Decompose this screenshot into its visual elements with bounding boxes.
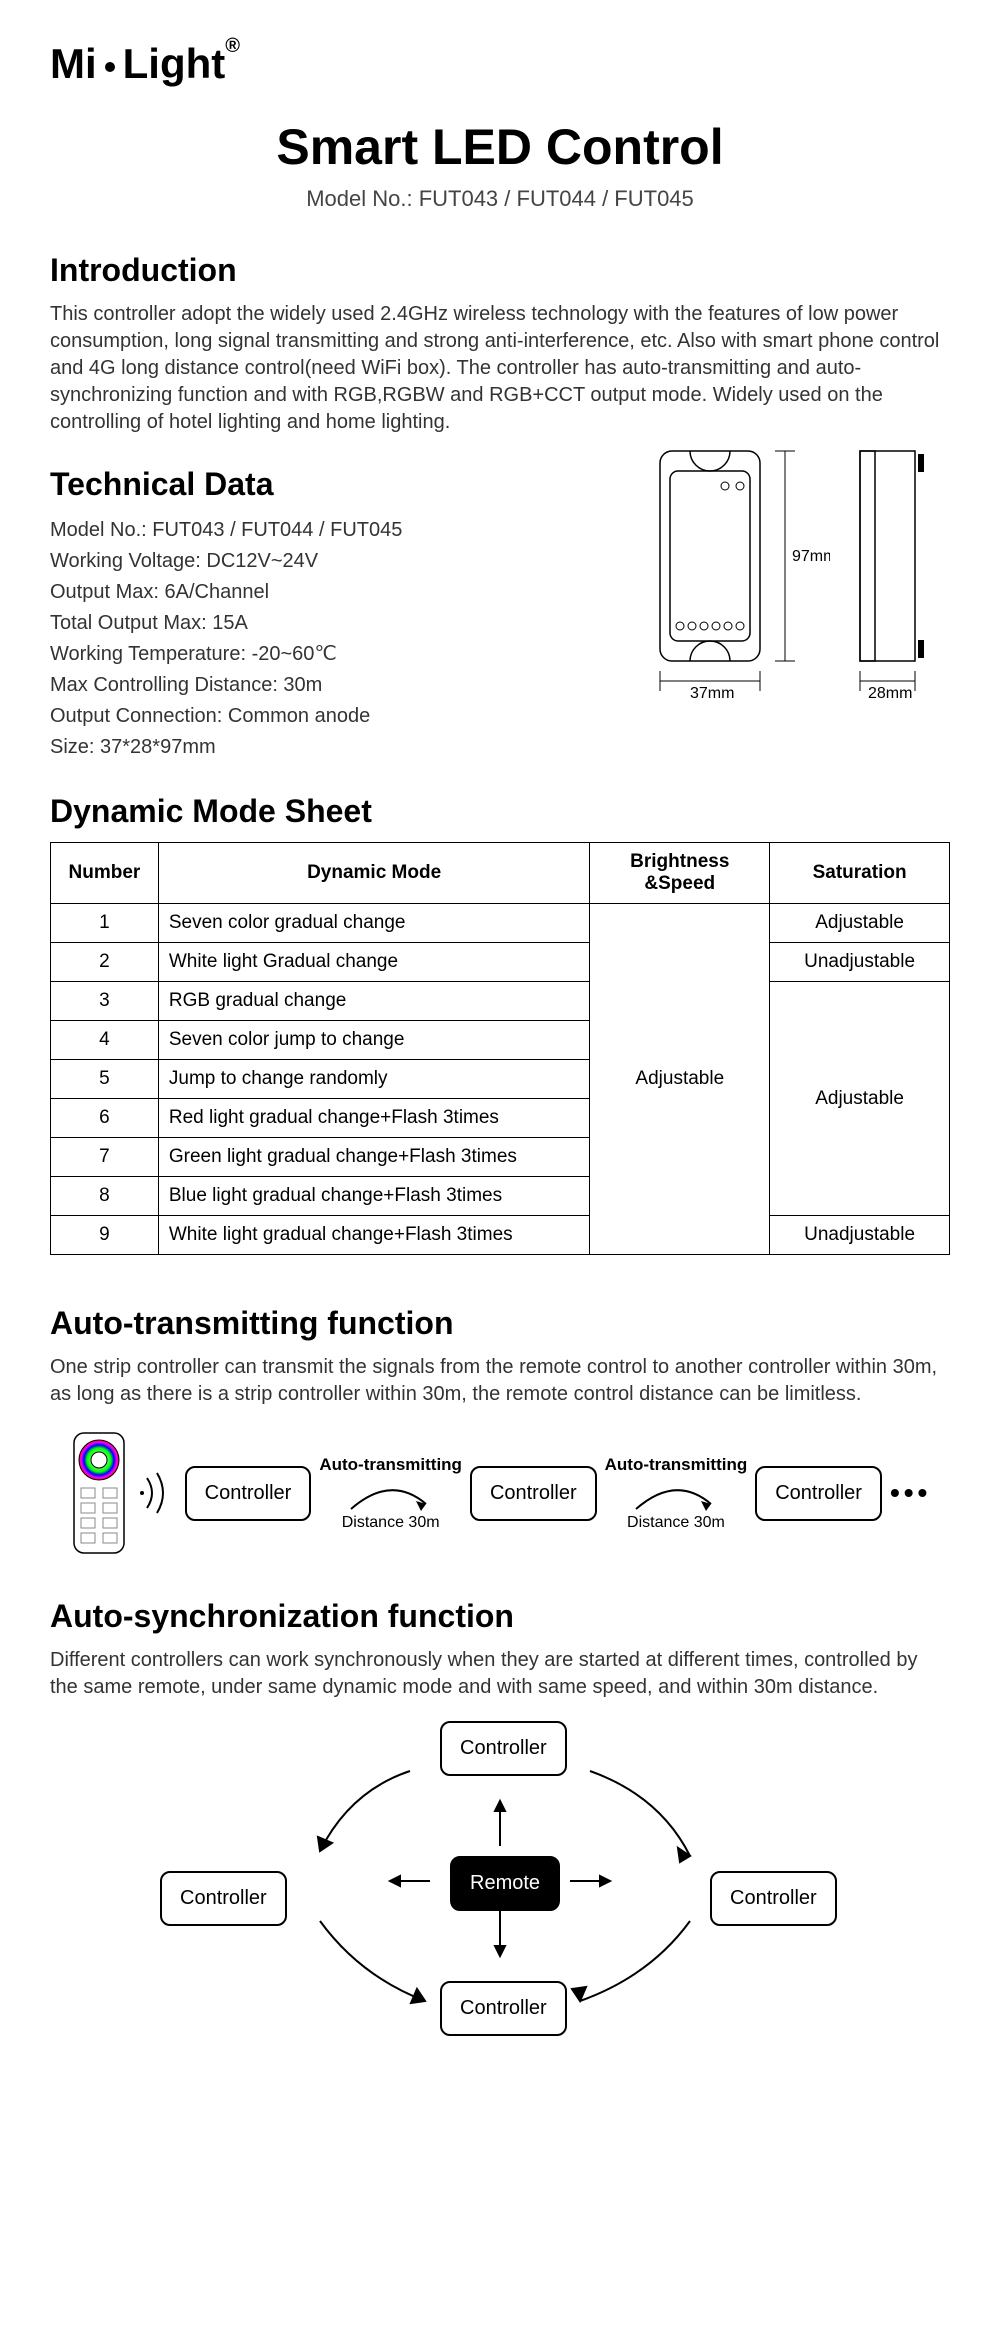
curved-arrow-icon <box>341 1479 441 1514</box>
table-row: 1Seven color gradual changeAdjustableAdj… <box>51 904 950 943</box>
tech-line: Output Max: 6A/Channel <box>50 577 610 607</box>
dimension-diagrams: 97mm 37mm 28mm <box>630 436 950 706</box>
brand-logo: MiLight® <box>50 40 240 88</box>
autosync-text: Different controllers can work synchrono… <box>50 1647 950 1701</box>
logo-part1: Mi <box>50 40 97 87</box>
controller-box: Controller <box>440 1981 567 2036</box>
ellipsis-icon: ••• <box>890 1477 931 1509</box>
col-saturation: Saturation <box>770 843 950 904</box>
page-title: Smart LED Control <box>50 118 950 176</box>
distance-label: Distance 30m <box>627 1514 725 1532</box>
dim-height: 97mm <box>792 548 830 565</box>
remote-box: Remote <box>450 1856 560 1911</box>
registered-icon: ® <box>225 35 240 57</box>
controller-box: Controller <box>185 1466 312 1521</box>
autotransmit-heading: Auto-transmitting function <box>50 1305 950 1342</box>
tech-line: Model No.: FUT043 / FUT044 / FUT045 <box>50 515 610 545</box>
intro-text: This controller adopt the widely used 2.… <box>50 301 950 436</box>
remote-icon <box>69 1428 129 1558</box>
logo-part2: Light <box>123 40 226 87</box>
tech-line: Max Controlling Distance: 30m <box>50 670 610 700</box>
dim-width: 37mm <box>690 685 734 702</box>
controller-box: Controller <box>160 1871 287 1926</box>
controller-box: Controller <box>710 1871 837 1926</box>
distance-label: Distance 30m <box>342 1514 440 1532</box>
tech-line: Working Temperature: -20~60℃ <box>50 639 610 669</box>
curved-arrow-icon <box>626 1479 726 1514</box>
tech-line: Working Voltage: DC12V~24V <box>50 546 610 576</box>
intro-heading: Introduction <box>50 252 950 289</box>
tech-data-list: Model No.: FUT043 / FUT044 / FUT045 Work… <box>50 515 610 762</box>
auto-label: Auto-transmitting <box>605 1455 748 1475</box>
logo-dot-icon <box>105 62 115 72</box>
device-front-diagram: 97mm 37mm <box>630 436 830 706</box>
controller-box: Controller <box>440 1721 567 1776</box>
table-row: 2White light Gradual changeUnadjustable <box>51 943 950 982</box>
col-mode: Dynamic Mode <box>158 843 590 904</box>
tech-heading: Technical Data <box>50 466 610 503</box>
controller-box: Controller <box>755 1466 882 1521</box>
signal-icon <box>137 1468 177 1518</box>
transmit-diagram: Controller Auto-transmitting Distance 30… <box>50 1428 950 1558</box>
tech-line: Total Output Max: 15A <box>50 608 610 638</box>
tech-line: Size: 37*28*97mm <box>50 732 610 762</box>
autosync-heading: Auto-synchronization function <box>50 1598 950 1635</box>
dynamic-mode-table: Number Dynamic Mode Brightness &Speed Sa… <box>50 842 950 1255</box>
tech-line: Output Connection: Common anode <box>50 701 610 731</box>
sync-diagram: Controller Controller Controller Control… <box>150 1721 850 2041</box>
table-header-row: Number Dynamic Mode Brightness &Speed Sa… <box>51 843 950 904</box>
col-number: Number <box>51 843 159 904</box>
device-side-diagram: 28mm <box>840 436 950 706</box>
title-block: Smart LED Control Model No.: FUT043 / FU… <box>50 118 950 212</box>
col-brightness: Brightness &Speed <box>590 843 770 904</box>
autotransmit-text: One strip controller can transmit the si… <box>50 1354 950 1408</box>
table-row: 9White light gradual change+Flash 3times… <box>51 1216 950 1255</box>
auto-label: Auto-transmitting <box>319 1455 462 1475</box>
controller-box: Controller <box>470 1466 597 1521</box>
table-row: 3RGB gradual changeAdjustable <box>51 982 950 1021</box>
model-number: Model No.: FUT043 / FUT044 / FUT045 <box>50 186 950 212</box>
dim-depth: 28mm <box>868 685 912 702</box>
mode-heading: Dynamic Mode Sheet <box>50 793 950 830</box>
